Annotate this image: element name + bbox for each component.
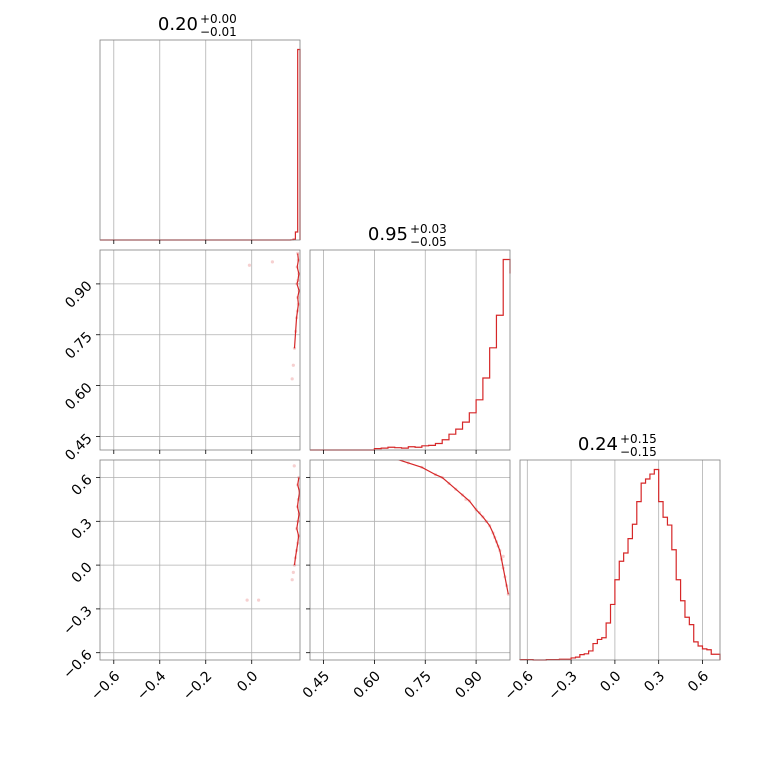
scatter-point-r1-c0-16 — [247, 263, 252, 267]
tick-layer: −0.6 −0.4 −0.2 0.0 0.45 0.60 0.75 0.90 −0.6 −0.3 0… — [60, 240, 712, 704]
panel-frame-r2-c1 — [309, 459, 511, 661]
histogram-param-0 — [100, 48, 301, 241]
x-tick-label-c2-0: −0.6 — [502, 668, 537, 703]
title-param-1-minus: −0.05 — [410, 235, 447, 249]
scatter-point-r2-c0-14 — [290, 578, 294, 582]
title-param-2-plus: +0.15 — [620, 432, 657, 446]
title-param-0-plus: +0.00 — [200, 12, 237, 26]
x-tick-label-c0-2: −0.2 — [180, 668, 215, 703]
scatter-point-r2-c1-19 — [506, 592, 510, 596]
scatter-point-r2-c0-13 — [291, 570, 295, 575]
y-tick-label-r1-2: 0.75 — [62, 329, 95, 362]
title-param-0-median: 0.20 — [158, 14, 198, 35]
y-tick-label-r1-1: 0.60 — [62, 380, 95, 413]
title-param-1-plus: +0.03 — [410, 222, 447, 236]
scatter-point-r1-c0-15 — [270, 260, 275, 264]
y-tick-label-r2-1: −0.3 — [60, 603, 95, 638]
title-param-2-median: 0.24 — [578, 434, 618, 455]
scatter-point-r2-c0-17 — [245, 598, 249, 602]
x-tick-label-c1-3: 0.90 — [452, 668, 485, 701]
scatter-panel-r1-c0 — [247, 251, 300, 381]
frame-layer — [99, 39, 721, 661]
grid-layer — [100, 40, 703, 660]
panel-frame-r1-c0 — [99, 249, 301, 451]
y-tick-label-r2-3: 0.3 — [69, 516, 96, 543]
title-param-2-minus: −0.15 — [620, 445, 657, 459]
x-tick-label-c2-1: −0.3 — [545, 668, 580, 703]
density-contour-r1-c0 — [293, 253, 300, 349]
scatter-point-r2-c0-16 — [257, 598, 261, 602]
scatter-panel-r2-c1 — [394, 460, 510, 596]
panel-frame-r1-c1 — [309, 249, 511, 451]
x-tick-label-c0-0: −0.6 — [88, 668, 123, 703]
title-param-0-minus: −0.01 — [200, 25, 237, 39]
x-tick-label-c0-3: 0.0 — [234, 668, 261, 695]
density-contour-r2-c0 — [293, 477, 300, 566]
x-tick-label-c1-0: 0.45 — [300, 668, 333, 701]
scatter-panel-r2-c0 — [245, 464, 300, 602]
data-layer — [100, 48, 721, 661]
scatter-point-r2-c1-25 — [501, 554, 505, 558]
x-tick-label-c1-2: 0.75 — [402, 668, 435, 701]
y-tick-label-r2-4: 0.6 — [69, 472, 96, 499]
panel-frame-r2-c2 — [519, 459, 721, 661]
density-contour-r2-c1 — [397, 460, 509, 595]
y-tick-label-r2-0: −0.6 — [60, 647, 95, 682]
histogram-param-2 — [519, 468, 721, 661]
x-tick-label-c2-3: 0.3 — [641, 668, 668, 695]
x-tick-label-c2-4: 0.6 — [685, 668, 712, 695]
scatter-point-r1-c0-13 — [291, 363, 295, 367]
panel-frame-r2-c0 — [99, 459, 301, 661]
x-tick-label-c0-1: −0.4 — [134, 668, 169, 703]
histogram-param-1 — [310, 258, 511, 451]
x-tick-label-c1-1: 0.60 — [351, 668, 384, 701]
scatter-point-r1-c0-14 — [290, 377, 294, 381]
panel-frame-r0-c0 — [99, 39, 301, 241]
scatter-point-r2-c0-15 — [292, 464, 296, 468]
title-param-1-median: 0.95 — [368, 224, 408, 245]
x-tick-label-c2-2: 0.0 — [597, 668, 624, 695]
y-tick-label-r1-3: 0.90 — [62, 278, 95, 311]
y-tick-label-r2-2: 0.0 — [69, 559, 96, 586]
y-tick-label-r1-0: 0.45 — [62, 431, 95, 464]
